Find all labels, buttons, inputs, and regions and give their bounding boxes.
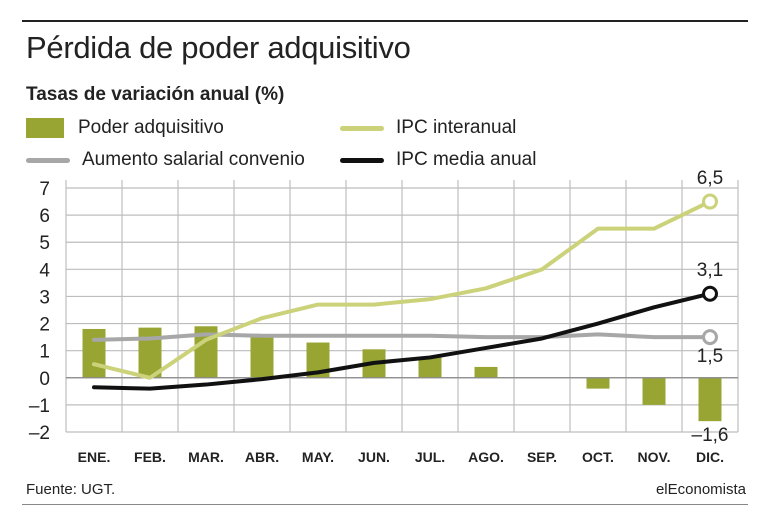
line-ipc-interanual-end-marker <box>702 193 718 210</box>
y-tick-label: 1 <box>39 342 50 363</box>
legend-item-poder: Poder adquisitivo <box>26 117 224 139</box>
legend-item-ipc-interanual: IPC interanual <box>340 117 516 139</box>
bar-poder-adquisitivo <box>418 357 442 378</box>
legend-swatch-salarial <box>26 157 70 163</box>
bar-poder-adquisitivo <box>474 366 498 378</box>
data-label-poder: –1,6 <box>692 425 729 446</box>
x-tick-label: FEB. <box>134 449 166 465</box>
line-salarial <box>92 332 712 342</box>
y-tick-label: –2 <box>29 423 50 444</box>
line-salarial-end-marker <box>702 329 718 346</box>
brand-logo: elEconomista <box>655 481 746 498</box>
y-tick-label: –1 <box>29 396 50 417</box>
line-ipc-interanual <box>92 199 712 380</box>
x-tick-label: AGO. <box>468 449 504 465</box>
chart-subtitle: Tasas de variación anual (%) <box>26 84 285 105</box>
chart-title: Pérdida de poder adquisitivo <box>26 30 411 65</box>
legend-label-ipc-interanual: IPC interanual <box>396 117 517 138</box>
x-tick-label: DIC. <box>696 449 724 465</box>
y-tick-label: 4 <box>39 260 50 281</box>
data-label-ipc-interanual: 6,5 <box>697 168 723 189</box>
legend-swatch-ipc-interanual <box>340 125 384 131</box>
bar-poder-adquisitivo <box>586 377 610 389</box>
y-tick-label: 3 <box>39 287 50 308</box>
y-tick-label: 6 <box>39 206 50 227</box>
legend-label-poder: Poder adquisitivo <box>78 117 224 138</box>
data-label-salarial: 1,5 <box>697 346 723 367</box>
source-note: Fuente: UGT. <box>26 481 116 498</box>
legend-item-salarial: Aumento salarial convenio <box>26 149 305 171</box>
x-tick-label: SEP. <box>527 449 557 465</box>
data-label-ipc-media: 3,1 <box>697 260 723 281</box>
bottom-rule <box>22 504 748 505</box>
bar-poder-adquisitivo <box>82 328 106 378</box>
bar-poder-adquisitivo <box>306 342 330 378</box>
y-tick-label: 2 <box>39 315 50 336</box>
y-tick-label: 0 <box>39 369 50 390</box>
x-tick-label: JUL. <box>415 449 445 465</box>
legend-label-ipc-media: IPC media anual <box>396 149 537 170</box>
top-rule <box>22 20 748 22</box>
x-tick-label: MAR. <box>188 449 224 465</box>
legend-item-ipc-media: IPC media anual <box>340 149 536 171</box>
y-tick-label: 5 <box>39 233 50 254</box>
x-tick-label: ABR. <box>245 449 279 465</box>
legend-swatch-ipc-media <box>340 157 384 163</box>
y-tick-label: 7 <box>39 179 50 200</box>
line-ipc-media <box>92 291 712 391</box>
legend-swatch-poder <box>26 118 64 138</box>
x-tick-label: JUN. <box>358 449 390 465</box>
x-tick-label: NOV. <box>638 449 671 465</box>
x-tick-label: ENE. <box>78 449 111 465</box>
x-tick-label: MAY. <box>302 449 334 465</box>
x-tick-label: OCT. <box>582 449 614 465</box>
bar-poder-adquisitivo <box>642 377 666 405</box>
bar-poder-adquisitivo <box>698 377 722 422</box>
line-ipc-media-end-marker <box>702 285 718 302</box>
legend-label-salarial: Aumento salarial convenio <box>82 149 305 170</box>
bar-poder-adquisitivo <box>250 337 274 378</box>
